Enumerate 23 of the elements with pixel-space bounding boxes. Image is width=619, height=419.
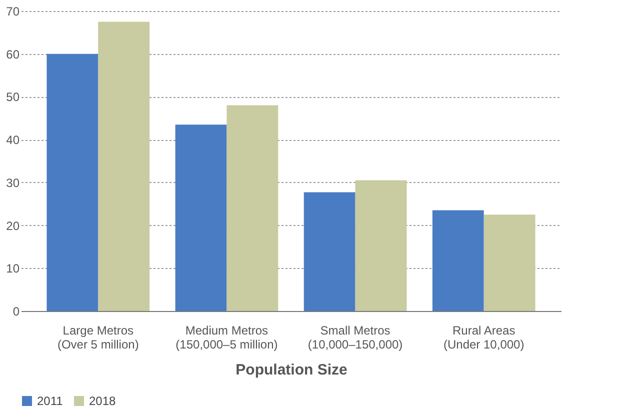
x-axis-title: Population Size bbox=[236, 362, 348, 378]
bar bbox=[432, 210, 484, 311]
bar bbox=[304, 192, 356, 311]
y-tick-label: 50 bbox=[6, 90, 20, 104]
x-tick-label: Rural Areas (Under 10,000) bbox=[444, 324, 524, 352]
bar bbox=[175, 124, 227, 311]
y-tick-label: 60 bbox=[6, 47, 20, 62]
y-tick-label: 10 bbox=[6, 262, 20, 276]
bar bbox=[98, 22, 150, 311]
y-tick-label: 0 bbox=[12, 304, 20, 318]
bar bbox=[226, 105, 278, 311]
y-tick-label: 40 bbox=[6, 133, 20, 148]
legend-label: 2018 bbox=[89, 394, 116, 408]
x-tick-label: Small Metros (10,000–150,000) bbox=[308, 324, 403, 352]
x-tick-label: Large Metros (Over 5 million) bbox=[57, 324, 139, 352]
bar bbox=[46, 54, 98, 311]
x-tick-label: Medium Metros (150,000–5 million) bbox=[176, 324, 278, 352]
y-tick-label: 70 bbox=[6, 4, 20, 18]
y-tick-label: 30 bbox=[6, 176, 20, 190]
legend-label: 2011 bbox=[37, 394, 64, 408]
bar bbox=[484, 214, 536, 311]
y-tick-label: 20 bbox=[6, 218, 20, 233]
bar bbox=[355, 180, 407, 311]
